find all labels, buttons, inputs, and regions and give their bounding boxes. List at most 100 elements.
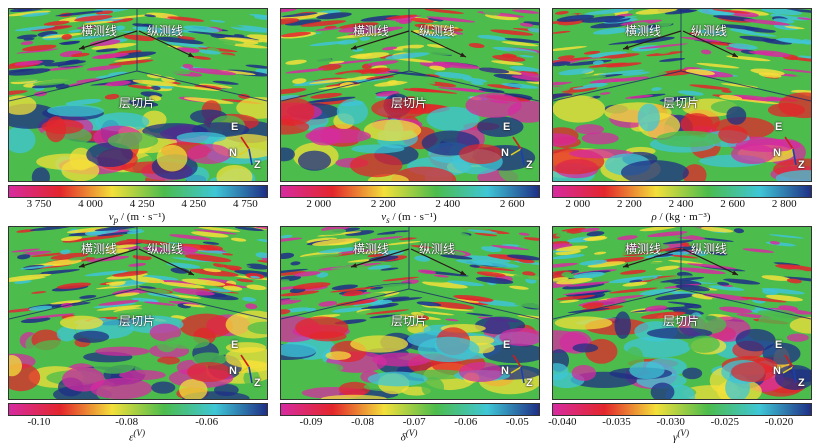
seismic-cube-image: 横测线 纵测线 层切片 E N Z (8, 226, 268, 400)
compass-east-label: E (231, 339, 239, 351)
tick-label: 2 400 (668, 198, 694, 210)
inline-direction-arrow (682, 30, 739, 58)
colorbar-title: γ(V) (672, 428, 690, 444)
tick-label: 4 250 (129, 198, 155, 210)
crossline-direction-arrow (78, 30, 138, 50)
colorbar (280, 403, 540, 416)
compass-depth-label: Z (254, 159, 261, 171)
cube-render (9, 227, 267, 399)
north-axis-arrow (238, 148, 250, 156)
tick-label: -0.08 (115, 416, 139, 428)
tick-label: 2 200 (370, 198, 396, 210)
tick-label: 2 400 (435, 198, 461, 210)
inline-direction-arrow (410, 30, 467, 58)
compass-east-label: E (503, 121, 511, 133)
cube-render (281, 227, 539, 399)
crossline-direction-arrow (350, 248, 410, 268)
colorbar (552, 185, 812, 198)
compass-depth-label: Z (526, 377, 533, 389)
compass-east-label: E (503, 339, 511, 351)
inline-direction-arrow (410, 248, 467, 276)
tick-label: 2 200 (617, 198, 642, 210)
tick-label: 2 000 (565, 198, 591, 210)
panel-2: 横测线 纵测线 层切片 E N Z 2 000 2 200 2 400 2 600 vs / (m … (280, 8, 542, 226)
seismic-cube-image: 横测线 纵测线 层切片 E N Z (8, 8, 268, 182)
tick-label: -0.020 (764, 416, 794, 428)
inline-direction-arrow (138, 248, 195, 276)
tick-label: -0.07 (402, 416, 426, 428)
depth-axis-arrow (520, 148, 525, 166)
colorbar-ticks: 2 000 2 200 2 400 2 600 (280, 198, 542, 212)
tick-label: -0.06 (454, 416, 478, 428)
north-axis-arrow (238, 366, 250, 374)
panel-6: 横测线 纵测线 层切片 E N Z -0.040 -0.035 -0.030 -0.025 -0.0… (548, 226, 814, 444)
compass-north-label: N (501, 147, 509, 159)
tick-label: 2 800 (771, 198, 797, 210)
depth-axis-arrow (792, 148, 797, 166)
crossline-direction-arrow (350, 30, 410, 50)
east-axis-arrow (512, 354, 522, 368)
colorbar (8, 185, 268, 198)
depth-axis-arrow (520, 366, 525, 384)
cube-render (553, 227, 811, 399)
north-axis-arrow (782, 148, 794, 156)
tick-label: -0.05 (505, 416, 529, 428)
inline-label: 纵测线 (147, 242, 184, 256)
colorbar-ticks: 3 750 4 000 4 250 4 250 4 750 (8, 198, 270, 212)
colorbar-title: ε(V) (128, 428, 146, 444)
crossline-label: 横测线 (353, 24, 390, 38)
compass-north-label: N (773, 147, 781, 159)
slice-label: 层切片 (391, 314, 428, 328)
cube-render (553, 9, 811, 181)
colorbar (280, 185, 540, 198)
slice-label: 层切片 (119, 96, 156, 110)
depth-axis-arrow (792, 366, 797, 384)
seismic-cube-image: 横测线 纵测线 层切片 E N Z (552, 226, 812, 400)
slice-label: 层切片 (391, 96, 428, 110)
crossline-label: 横测线 (353, 242, 390, 256)
colorbar (8, 403, 268, 416)
tick-label: -0.030 (656, 416, 685, 428)
panel-1: 横测线 纵测线 层切片 E N Z 3 750 4 000 4 250 4 250 4 750 vp … (8, 8, 270, 226)
east-axis-arrow (784, 136, 794, 150)
inline-label: 纵测线 (419, 24, 456, 38)
east-axis-arrow (240, 354, 250, 368)
slice-label: 层切片 (663, 314, 700, 328)
inline-label: 纵测线 (419, 242, 456, 256)
compass-depth-label: Z (798, 377, 805, 389)
inline-direction-arrow (138, 30, 195, 58)
crossline-direction-arrow (622, 248, 682, 268)
tick-label: -0.040 (548, 416, 577, 428)
slice-label: 层切片 (663, 96, 700, 110)
compass-east-label: E (231, 121, 239, 133)
crossline-label: 横测线 (81, 24, 118, 38)
tick-label: -0.06 (195, 416, 219, 428)
colorbar-ticks: -0.10 -0.08 -0.06 (8, 416, 270, 430)
colorbar-ticks: -0.040 -0.035 -0.030 -0.025 -0.020 (548, 416, 814, 430)
cube-render (281, 9, 539, 181)
north-axis-arrow (510, 366, 522, 374)
tick-label: -0.025 (710, 416, 740, 428)
east-axis-arrow (784, 354, 794, 368)
compass-east-label: E (775, 121, 783, 133)
slice-label: 层切片 (119, 314, 156, 328)
tick-label: -0.10 (27, 416, 51, 428)
panel-4: 横测线 纵测线 层切片 E N Z -0.10 -0.08 -0.06 ε(V) (8, 226, 270, 444)
depth-axis-arrow (248, 148, 253, 166)
colorbar-ticks: -0.09 -0.08 -0.07 -0.06 -0.05 (280, 416, 542, 430)
tick-label: 2 600 (720, 198, 745, 210)
seismic-cube-image: 横测线 纵测线 层切片 E N Z (552, 8, 812, 182)
compass-north-label: N (501, 365, 509, 377)
colorbar-title: vp / (m · s⁻¹) (108, 211, 166, 226)
compass-north-label: N (773, 365, 781, 377)
tick-label: 2 000 (306, 198, 332, 210)
east-axis-arrow (240, 136, 250, 150)
colorbar-title: vs / (m · s⁻¹) (381, 211, 437, 226)
tick-label: 4 250 (181, 198, 207, 210)
compass-east-label: E (775, 339, 783, 351)
crossline-label: 横测线 (625, 24, 662, 38)
panel-3: 横测线 纵测线 层切片 E N Z 2 000 2 200 2 400 2 600 2 800 ρ /… (552, 8, 814, 226)
tick-label: 2 600 (499, 198, 525, 210)
inline-direction-arrow (682, 248, 739, 276)
cube-render (9, 9, 267, 181)
